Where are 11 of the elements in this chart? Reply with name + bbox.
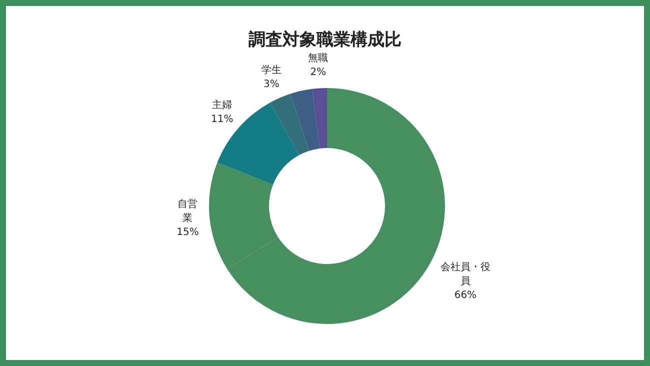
slice-label: 無職 [308,53,328,64]
data-label: 3% [263,78,280,90]
slice-label: 主婦 [212,100,232,112]
data-label: 11% [210,114,234,126]
slice-label: 自営業 [178,199,198,224]
slice-label: 学生 [261,64,282,76]
data-label: 66% [454,290,477,302]
data-label: 15% [176,227,199,238]
data-label: 2% [310,67,326,78]
slice-label: 会社員・役員 [440,262,490,288]
chart-title: 調査対象職業構成比 [248,29,402,51]
